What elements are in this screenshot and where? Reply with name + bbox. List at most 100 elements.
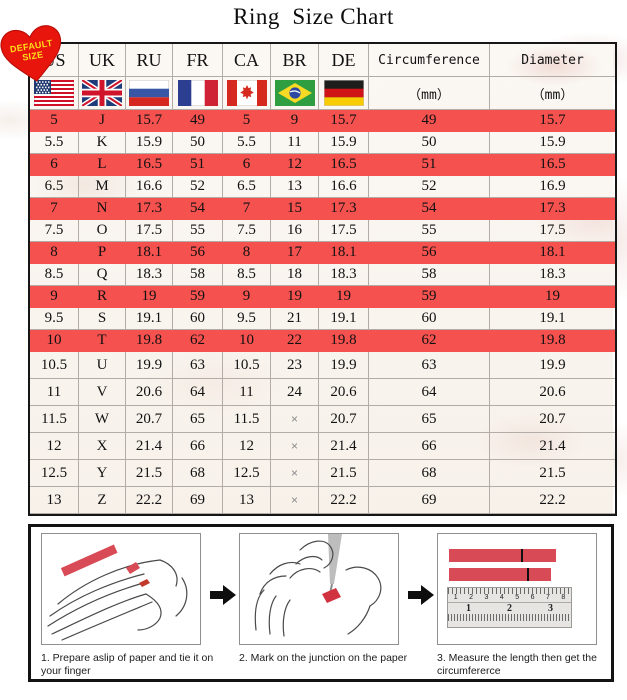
table-cell: Q — [79, 264, 126, 286]
table-cell: 12.5 — [30, 460, 79, 487]
table-cell: V — [79, 379, 126, 406]
table-row: 6.5 M 16.6 52 6.5 13 16.6 52 16.9 — [30, 176, 615, 198]
table-cell: 20.7 — [490, 406, 615, 433]
table-cell: 7.5 — [30, 220, 79, 242]
table-cell: 17.5 — [490, 220, 615, 242]
table-cell: R — [79, 286, 126, 308]
table-cell: 6.5 — [30, 176, 79, 198]
table-cell: 15 — [271, 198, 319, 220]
table-cell: 51 — [369, 154, 490, 176]
table-cell: 11 — [30, 379, 79, 406]
default-size-badge: DEFAULT SIZE — [0, 21, 69, 92]
paper-strip — [449, 568, 551, 581]
size-guide-box: 1. Prepare aslip of paper and tie it on … — [28, 524, 614, 682]
table-cell: 21.5 — [490, 460, 615, 487]
step2-illustration — [254, 534, 382, 637]
page-title: Ring Size Chart — [233, 4, 394, 29]
column-header-uk: UK — [79, 44, 126, 77]
table-cell: 7 — [30, 198, 79, 220]
table-cell: 7 — [223, 198, 271, 220]
table-cell: 55 — [173, 220, 223, 242]
table-cell: 16 — [271, 220, 319, 242]
table-cell: U — [79, 352, 126, 379]
table-cell: 55 — [369, 220, 490, 242]
table-cell: M — [79, 176, 126, 198]
table-cell: 18.3 — [319, 264, 369, 286]
table-cell: 18.1 — [126, 242, 173, 264]
table-cell: 59 — [369, 286, 490, 308]
ruler-number: 2 — [469, 594, 474, 601]
ruler-ticks-top — [448, 588, 571, 594]
table-cell: 63 — [369, 352, 490, 379]
table-cell: 19 — [490, 286, 615, 308]
table-cell: N — [79, 198, 126, 220]
table-cell: 16.9 — [490, 176, 615, 198]
table-cell: 69 — [369, 487, 490, 514]
step3-panel: 1 2 3 4 5 6 7 8 1 2 3 — [437, 533, 597, 645]
table-row: 8.5 Q 18.3 58 8.5 18 18.3 58 18.3 — [30, 264, 615, 286]
pen-mark — [527, 568, 529, 581]
table-cell: 66 — [173, 433, 223, 460]
table-cell: 17.5 — [126, 220, 173, 242]
table-cell: 12 — [223, 433, 271, 460]
table-cell: Z — [79, 487, 126, 514]
table-cell: S — [79, 308, 126, 330]
step2-caption: 2. Mark on the junction on the paper — [239, 652, 408, 664]
table-cell: Y — [79, 460, 126, 487]
unit-label: （mm） — [490, 77, 615, 110]
ruler-top-numbers: 1 2 3 4 5 6 7 8 — [448, 594, 571, 602]
table-cell: 10.5 — [223, 352, 271, 379]
table-row: 7 N 17.3 54 7 15 17.3 54 17.3 — [30, 198, 615, 220]
ruler-bottom-numbers: 1 2 3 — [448, 602, 571, 614]
table-cell: 5 — [223, 110, 271, 132]
ruler-ticks-bottom — [448, 614, 571, 621]
table-cell: 22.2 — [126, 487, 173, 514]
table-cell: 19.8 — [490, 330, 615, 352]
table-cell: 12.5 — [223, 460, 271, 487]
table-cell: × — [271, 406, 319, 433]
ruler: 1 2 3 4 5 6 7 8 1 2 3 — [447, 587, 572, 628]
table-cell: 20.7 — [319, 406, 369, 433]
table-row: 5 J 15.7 49 5 9 15.7 49 15.7 — [30, 110, 615, 132]
table-cell: 10.5 — [30, 352, 79, 379]
table-cell: 9.5 — [223, 308, 271, 330]
ca-flag-icon — [226, 80, 267, 106]
table-cell: 5.5 — [30, 132, 79, 154]
table-cell: 59 — [173, 286, 223, 308]
ruler-number: 4 — [499, 594, 504, 601]
table-cell: 64 — [369, 379, 490, 406]
table-cell: 16.6 — [126, 176, 173, 198]
ruler-number: 3 — [484, 594, 489, 601]
table-cell: 68 — [173, 460, 223, 487]
table-cell: 19.1 — [490, 308, 615, 330]
table-row: 6 L 16.5 51 6 12 16.5 51 16.5 — [30, 154, 615, 176]
table-cell: 54 — [369, 198, 490, 220]
table-cell: 21.4 — [319, 433, 369, 460]
table-cell: 54 — [173, 198, 223, 220]
table-row: 8 P 18.1 56 8 17 18.1 56 18.1 — [30, 242, 615, 264]
step-1: 1. Prepare aslip of paper and tie it on … — [41, 533, 213, 678]
ca-flag-icon-cell — [223, 77, 271, 110]
us-flag-icon — [34, 80, 74, 106]
table-cell: 19.9 — [490, 352, 615, 379]
ring-size-chart: USUKRUFRCABRDECircumferenceDiameter （mm）… — [28, 42, 617, 516]
table-cell: 22.2 — [319, 487, 369, 514]
table-cell: 20.6 — [490, 379, 615, 406]
table-cell: L — [79, 154, 126, 176]
table-cell: 10 — [30, 330, 79, 352]
table-cell: 8.5 — [30, 264, 79, 286]
table-cell: 11 — [271, 132, 319, 154]
ruler-number: 5 — [515, 594, 520, 601]
column-header-de: DE — [319, 44, 369, 77]
ring-size-table: USUKRUFRCABRDECircumferenceDiameter （mm）… — [28, 42, 617, 516]
ruler-number: 7 — [545, 594, 550, 601]
table-cell: 8 — [223, 242, 271, 264]
table-cell: 7.5 — [223, 220, 271, 242]
table-cell: 9 — [271, 110, 319, 132]
table-cell: 19 — [319, 286, 369, 308]
table-cell: 8 — [30, 242, 79, 264]
ru-flag-icon — [129, 80, 169, 106]
table-cell: 15.7 — [490, 110, 615, 132]
table-cell: 19.8 — [126, 330, 173, 352]
table-body: 5 J 15.7 49 5 9 15.7 49 15.7 5.5 K 15.9 50 5.5 11 15.9 5… — [30, 110, 615, 514]
